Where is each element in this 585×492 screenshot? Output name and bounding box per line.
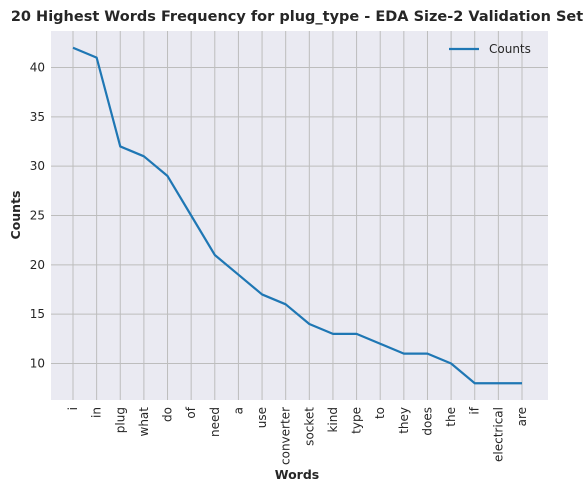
chart-title: 20 Highest Words Frequency for plug_type… bbox=[11, 9, 583, 25]
y-axis-label: Counts bbox=[8, 191, 23, 240]
legend-label: Counts bbox=[489, 42, 531, 56]
x-tick-label: do bbox=[161, 407, 175, 422]
y-tick-label: 20 bbox=[30, 258, 45, 272]
x-tick-label: kind bbox=[326, 407, 340, 433]
y-tick-label: 15 bbox=[30, 307, 45, 321]
x-axis-ticks: i in plug what do of need a use converter socket ki… bbox=[66, 406, 529, 465]
y-tick-label: 35 bbox=[30, 110, 45, 124]
x-tick-label: electrical bbox=[491, 407, 505, 462]
x-tick-label: to bbox=[373, 407, 387, 419]
y-axis-ticks: 10 15 20 25 30 35 40 bbox=[30, 61, 45, 371]
x-tick-label: of bbox=[184, 406, 198, 418]
x-tick-label: if bbox=[468, 406, 482, 414]
series-line-counts bbox=[72, 46, 522, 385]
x-tick-label: use bbox=[255, 407, 269, 428]
x-tick-label: socket bbox=[302, 407, 316, 446]
x-tick-label: plug bbox=[113, 407, 127, 433]
x-tick-label: converter bbox=[279, 407, 293, 465]
y-tick-label: 40 bbox=[30, 61, 45, 75]
x-tick-label: a bbox=[231, 407, 245, 414]
y-tick-label: 10 bbox=[30, 356, 45, 370]
x-tick-label: what bbox=[137, 407, 151, 437]
x-tick-label: are bbox=[515, 407, 529, 426]
x-axis-label: Words bbox=[275, 467, 319, 482]
y-tick-label: 30 bbox=[30, 159, 45, 173]
x-tick-label: they bbox=[397, 407, 411, 434]
x-tick-label: does bbox=[420, 407, 434, 436]
x-tick-label: the bbox=[444, 407, 458, 427]
x-tick-label: in bbox=[90, 407, 104, 418]
x-tick-label: type bbox=[350, 407, 364, 434]
x-tick-label: i bbox=[66, 407, 80, 410]
x-tick-label: need bbox=[208, 407, 222, 437]
y-tick-label: 25 bbox=[30, 209, 45, 223]
legend: Counts bbox=[449, 42, 531, 56]
grid bbox=[51, 31, 548, 400]
